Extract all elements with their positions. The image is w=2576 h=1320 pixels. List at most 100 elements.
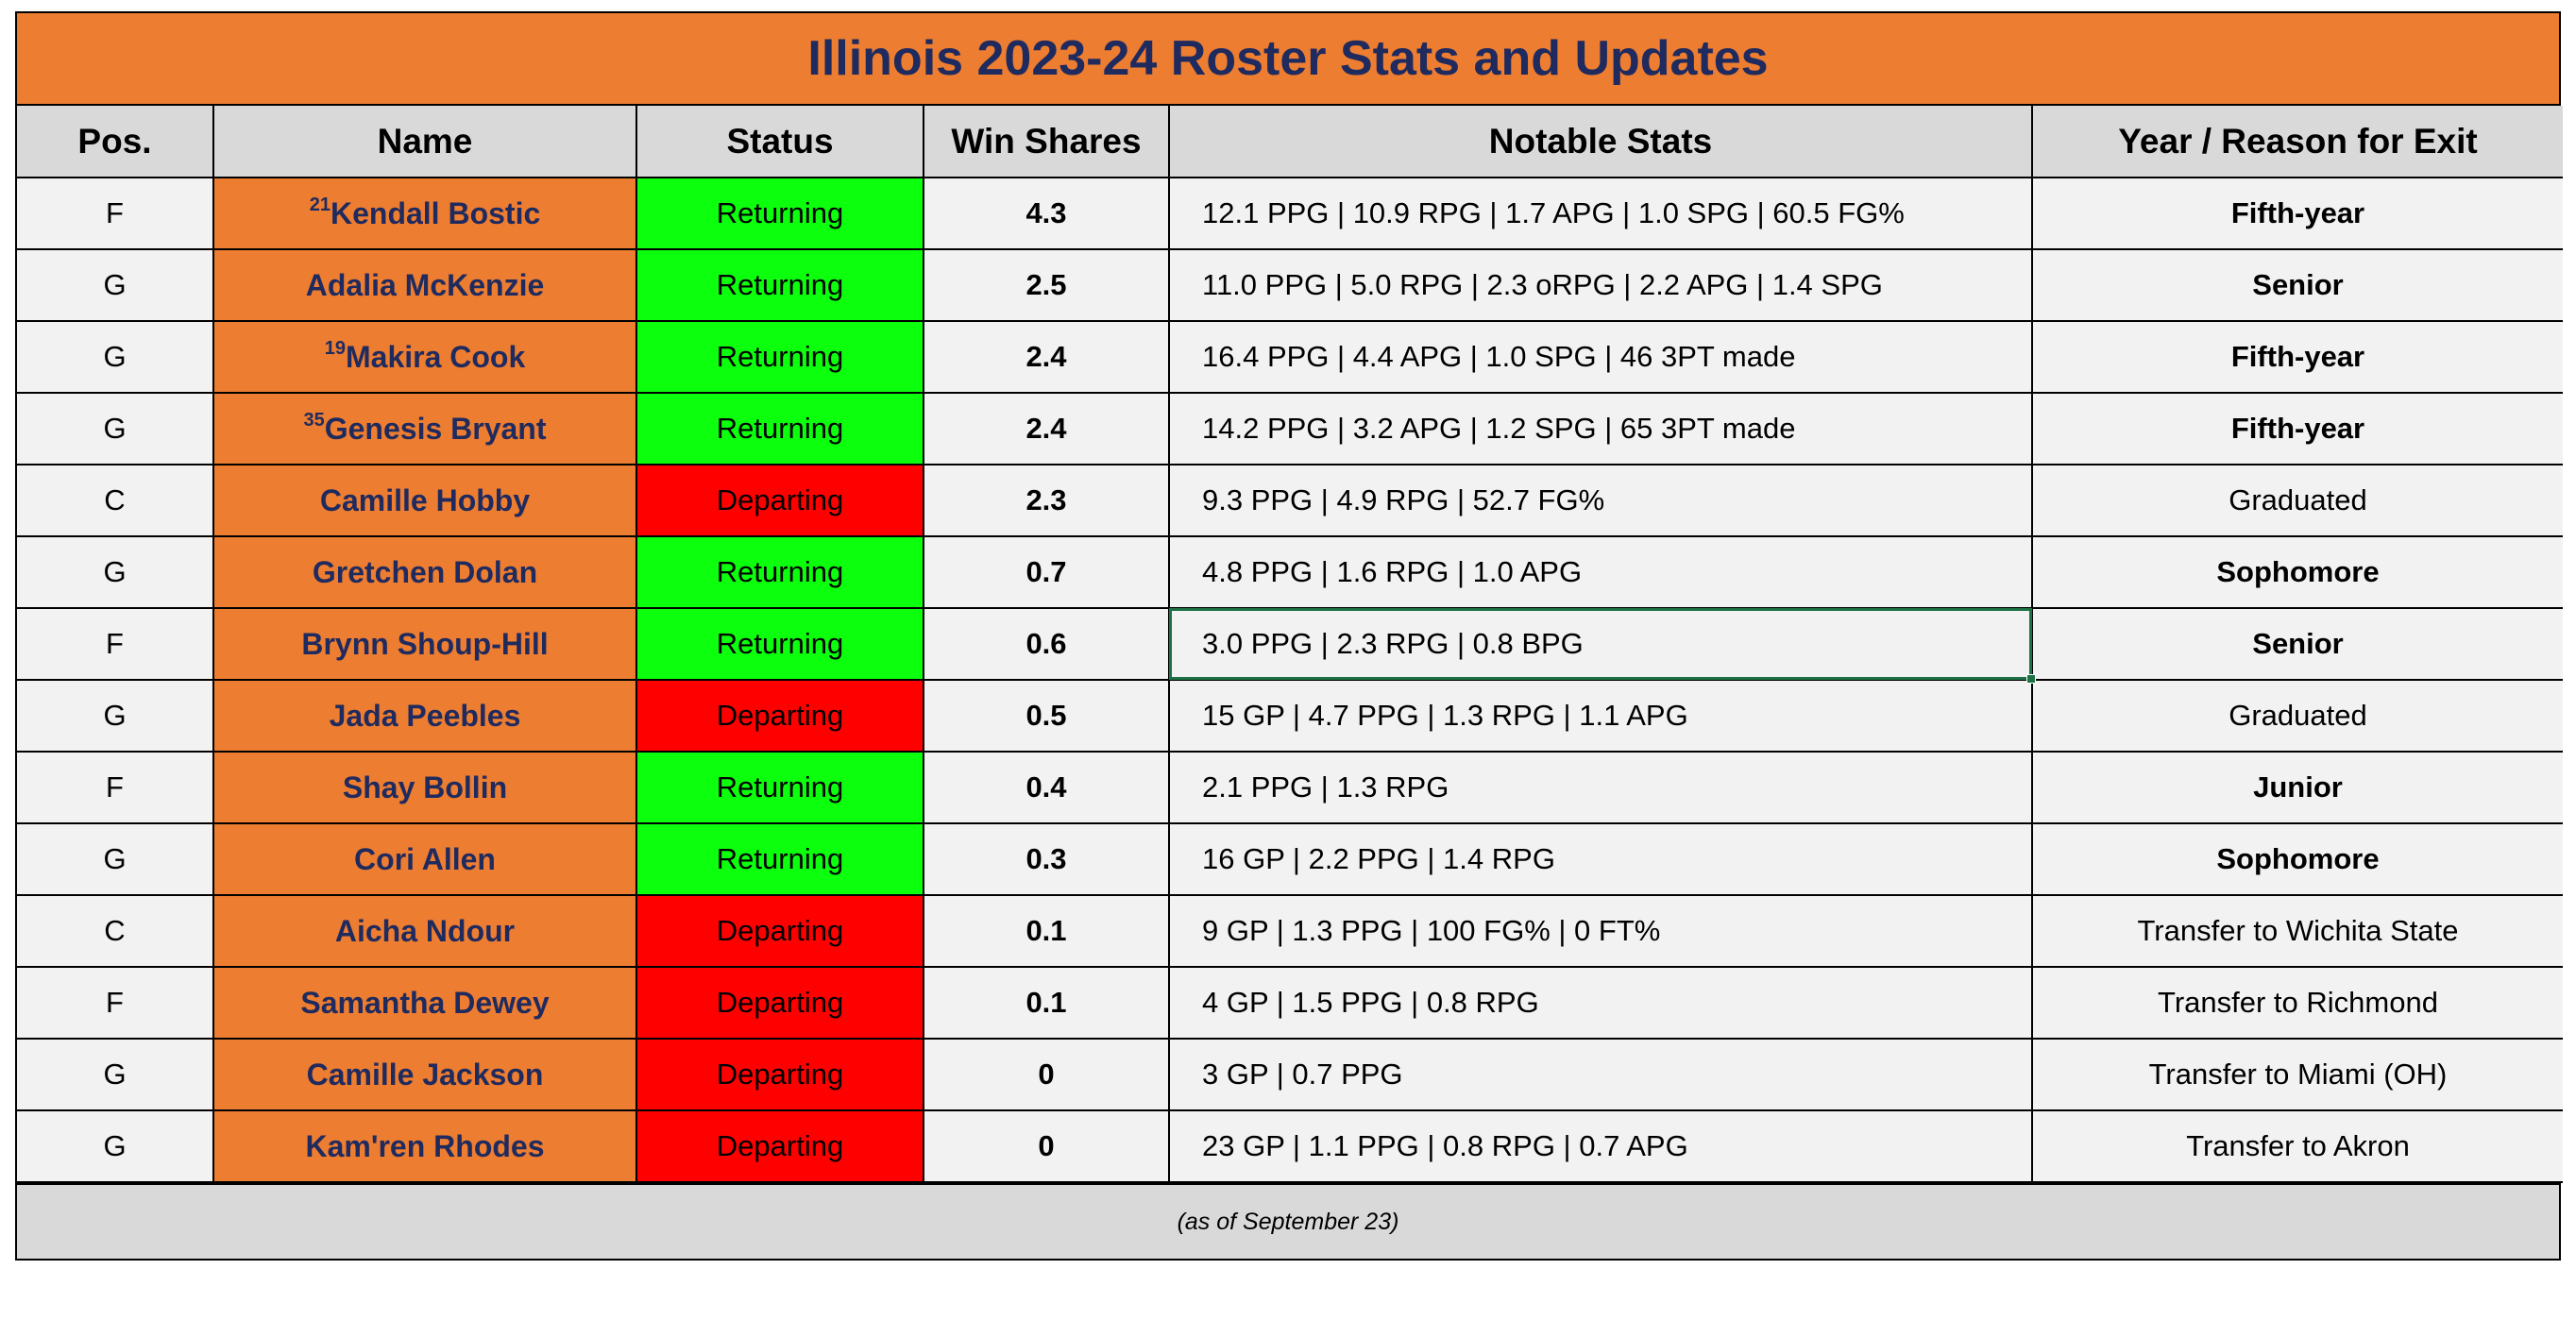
status-cell[interactable]: Returning — [636, 607, 924, 681]
win-shares-cell[interactable]: 0.3 — [923, 822, 1170, 896]
notable-stats-cell[interactable]: 14.2 PPG | 3.2 APG | 1.2 SPG | 65 3PT ma… — [1168, 392, 2033, 465]
pos-cell[interactable]: F — [17, 177, 214, 250]
status-cell[interactable]: Departing — [636, 1109, 924, 1183]
pos-cell[interactable]: G — [17, 822, 214, 896]
pos-cell[interactable]: G — [17, 679, 214, 753]
name-cell[interactable]: Brynn Shoup-Hill — [212, 607, 637, 681]
header-exit[interactable]: Year / Reason for Exit — [2031, 106, 2563, 178]
status-cell[interactable]: Returning — [636, 248, 924, 322]
pos-cell[interactable]: G — [17, 320, 214, 394]
name-cell[interactable]: Camille Hobby — [212, 464, 637, 537]
name-cell[interactable]: Adalia McKenzie — [212, 248, 637, 322]
exit-cell[interactable]: Graduated — [2031, 679, 2563, 753]
win-shares-cell[interactable]: 2.5 — [923, 248, 1170, 322]
notable-stats-cell[interactable]: 4.8 PPG | 1.6 RPG | 1.0 APG — [1168, 535, 2033, 609]
name-cell[interactable]: Aicha Ndour — [212, 894, 637, 968]
status-cell[interactable]: Departing — [636, 464, 924, 537]
pos-cell[interactable]: G — [17, 1109, 214, 1183]
notable-stats-cell[interactable]: 15 GP | 4.7 PPG | 1.3 RPG | 1.1 APG — [1168, 679, 2033, 753]
notable-stats-cell[interactable]: 16 GP | 2.2 PPG | 1.4 RPG — [1168, 822, 2033, 896]
status-cell[interactable]: Returning — [636, 751, 924, 824]
win-shares-cell[interactable]: 0.6 — [923, 607, 1170, 681]
table-title[interactable]: Illinois 2023-24 Roster Stats and Update… — [17, 13, 2559, 106]
notable-stats-cell[interactable]: 23 GP | 1.1 PPG | 0.8 RPG | 0.7 APG — [1168, 1109, 2033, 1183]
win-shares-cell[interactable]: 0.5 — [923, 679, 1170, 753]
pos-cell[interactable]: F — [17, 607, 214, 681]
win-shares-cell[interactable]: 2.4 — [923, 392, 1170, 465]
exit-cell[interactable]: Senior — [2031, 248, 2563, 322]
win-shares-cell[interactable]: 2.3 — [923, 464, 1170, 537]
exit-cell[interactable]: Transfer to Miami (OH) — [2031, 1038, 2563, 1111]
pos-cell[interactable]: C — [17, 464, 214, 537]
notable-stats-cell[interactable]: 2.1 PPG | 1.3 RPG — [1168, 751, 2033, 824]
win-shares-cell[interactable]: 0.4 — [923, 751, 1170, 824]
exit-cell[interactable]: Transfer to Akron — [2031, 1109, 2563, 1183]
notable-stats-text: 3.0 PPG | 2.3 RPG | 0.8 BPG — [1202, 627, 1584, 660]
name-cell[interactable]: Jada Peebles — [212, 679, 637, 753]
win-shares-cell[interactable]: 2.4 — [923, 320, 1170, 394]
exit-cell[interactable]: Transfer to Wichita State — [2031, 894, 2563, 968]
win-shares-cell[interactable]: 0.1 — [923, 894, 1170, 968]
exit-cell[interactable]: Sophomore — [2031, 535, 2563, 609]
exit-cell[interactable]: Junior — [2031, 751, 2563, 824]
exit-cell[interactable]: Transfer to Richmond — [2031, 966, 2563, 1040]
win-shares-cell[interactable]: 4.3 — [923, 177, 1170, 250]
header-notable-stats[interactable]: Notable Stats — [1168, 106, 2033, 178]
name-cell[interactable]: Gretchen Dolan — [212, 535, 637, 609]
name-cell[interactable]: Cori Allen — [212, 822, 637, 896]
name-cell[interactable]: 21Kendall Bostic — [212, 177, 637, 250]
pos-cell[interactable]: G — [17, 248, 214, 322]
player-name: Shay Bollin — [342, 770, 508, 804]
name-cell[interactable]: Kam'ren Rhodes — [212, 1109, 637, 1183]
pos-cell[interactable]: F — [17, 751, 214, 824]
status-cell[interactable]: Returning — [636, 392, 924, 465]
win-shares-cell[interactable]: 0 — [923, 1109, 1170, 1183]
status-cell[interactable]: Returning — [636, 177, 924, 250]
player-name: Gretchen Dolan — [312, 554, 538, 589]
notable-stats-cell[interactable]: 3 GP | 0.7 PPG — [1168, 1038, 2033, 1111]
name-cell[interactable]: Shay Bollin — [212, 751, 637, 824]
status-cell[interactable]: Departing — [636, 894, 924, 968]
pos-cell[interactable]: G — [17, 392, 214, 465]
name-cell[interactable]: Camille Jackson — [212, 1038, 637, 1111]
header-pos[interactable]: Pos. — [17, 106, 214, 178]
status-cell[interactable]: Returning — [636, 535, 924, 609]
notable-stats-cell-selected[interactable]: 3.0 PPG | 2.3 RPG | 0.8 BPG — [1168, 607, 2036, 684]
table-row: F Samantha Dewey Departing 0.1 4 GP | 1.… — [17, 966, 2563, 1040]
pos-cell[interactable]: C — [17, 894, 214, 968]
notable-stats-cell[interactable]: 9.3 PPG | 4.9 RPG | 52.7 FG% — [1168, 464, 2033, 537]
header-name[interactable]: Name — [212, 106, 637, 178]
fill-handle[interactable] — [2026, 674, 2036, 684]
name-cell[interactable]: 35Genesis Bryant — [212, 392, 637, 465]
win-shares-cell[interactable]: 0 — [923, 1038, 1170, 1111]
status-cell[interactable]: Departing — [636, 679, 924, 753]
pos-cell[interactable]: G — [17, 1038, 214, 1111]
win-shares-cell[interactable]: 0.1 — [923, 966, 1170, 1040]
exit-cell[interactable]: Fifth-year — [2031, 177, 2563, 250]
header-win-shares[interactable]: Win Shares — [923, 106, 1170, 178]
exit-cell[interactable]: Fifth-year — [2031, 392, 2563, 465]
status-cell[interactable]: Returning — [636, 822, 924, 896]
name-cell[interactable]: 19Makira Cook — [212, 320, 637, 394]
win-shares-cell[interactable]: 0.7 — [923, 535, 1170, 609]
exit-cell[interactable]: Graduated — [2031, 464, 2563, 537]
pos-cell[interactable]: F — [17, 966, 214, 1040]
exit-cell[interactable]: Senior — [2031, 607, 2563, 681]
notable-stats-cell[interactable]: 12.1 PPG | 10.9 RPG | 1.7 APG | 1.0 SPG … — [1168, 177, 2033, 250]
status-cell[interactable]: Departing — [636, 966, 924, 1040]
notable-stats-cell[interactable]: 4 GP | 1.5 PPG | 0.8 RPG — [1168, 966, 2033, 1040]
pos-cell[interactable]: G — [17, 535, 214, 609]
footer-note[interactable]: (as of September 23) — [17, 1183, 2559, 1259]
status-cell[interactable]: Departing — [636, 1038, 924, 1111]
jersey-number: 19 — [324, 337, 346, 359]
name-cell[interactable]: Samantha Dewey — [212, 966, 637, 1040]
status-cell[interactable]: Returning — [636, 320, 924, 394]
exit-cell[interactable]: Fifth-year — [2031, 320, 2563, 394]
jersey-number: 21 — [309, 194, 330, 215]
player-name: Camille Hobby — [319, 482, 531, 517]
notable-stats-cell[interactable]: 16.4 PPG | 4.4 APG | 1.0 SPG | 46 3PT ma… — [1168, 320, 2033, 394]
notable-stats-cell[interactable]: 11.0 PPG | 5.0 RPG | 2.3 oRPG | 2.2 APG … — [1168, 248, 2033, 322]
notable-stats-cell[interactable]: 9 GP | 1.3 PPG | 100 FG% | 0 FT% — [1168, 894, 2033, 968]
header-status[interactable]: Status — [636, 106, 924, 178]
exit-cell[interactable]: Sophomore — [2031, 822, 2563, 896]
